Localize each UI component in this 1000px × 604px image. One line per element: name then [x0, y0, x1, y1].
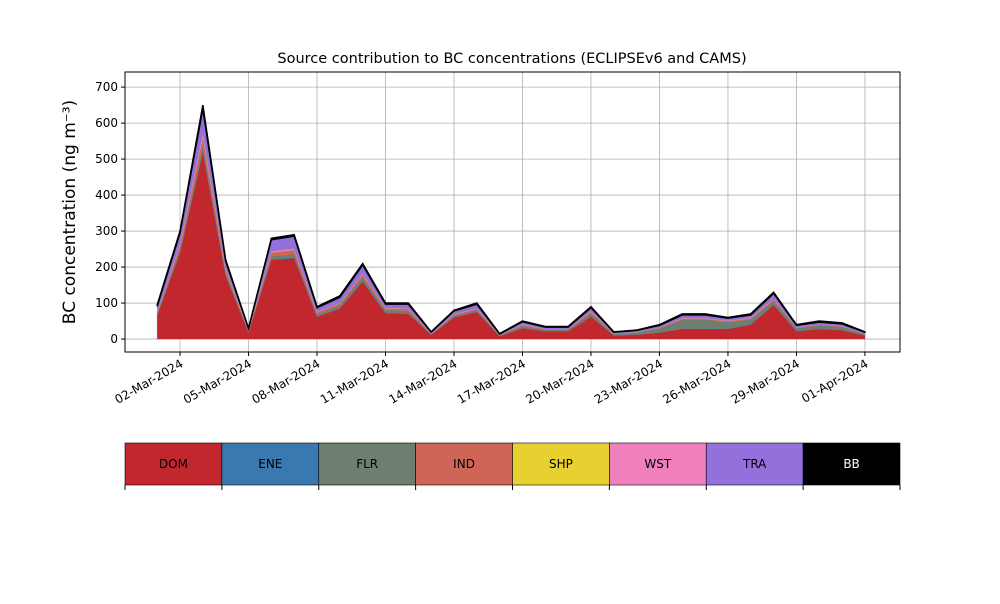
legend-label: FLR	[356, 457, 378, 471]
x-tick-label: 11-Mar-2024	[318, 356, 391, 406]
areas	[156, 104, 866, 340]
legend-swatch	[802, 442, 901, 486]
legend-label: ENE	[258, 457, 282, 471]
area	[156, 104, 866, 335]
x-tick-label: 23-Mar-2024	[592, 356, 665, 406]
x-tick-label: 08-Mar-2024	[249, 356, 322, 406]
legend-swatch	[124, 442, 223, 486]
y-tick-label: 400	[95, 188, 118, 202]
y-tick-label: 700	[95, 80, 118, 94]
y-tick-label: 200	[95, 260, 118, 274]
x-tick-label: 14-Mar-2024	[386, 356, 459, 406]
legend: DOM ENE FLR IND SHP WST TRA BB	[124, 442, 901, 490]
x-tick-label: 01-Apr-2024	[799, 356, 870, 405]
legend-label: DOM	[159, 457, 188, 471]
y-tick-label: 500	[95, 152, 118, 166]
legend-swatch	[318, 442, 416, 486]
legend-swatch	[705, 442, 804, 486]
legend-label: TRA	[742, 457, 767, 471]
y-tick-label: 300	[95, 224, 118, 238]
grid	[125, 72, 900, 352]
legend-swatch	[512, 442, 610, 486]
x-tick-label: 05-Mar-2024	[181, 356, 254, 406]
legend-label: BB	[843, 457, 859, 471]
legend-swatch	[415, 442, 513, 486]
legend-label: IND	[453, 457, 475, 471]
chart-title: Source contribution to BC concentrations…	[277, 51, 746, 67]
legend-label: WST	[644, 457, 671, 471]
x-tick-label: 02-Mar-2024	[112, 356, 185, 406]
plot-frame	[124, 71, 901, 353]
x-tick-label: 26-Mar-2024	[660, 356, 733, 406]
y-tick-label: 0	[110, 332, 118, 346]
x-tick-label: 17-Mar-2024	[455, 356, 528, 406]
x-tick-label: 20-Mar-2024	[523, 356, 596, 406]
x-tick-label: 29-Mar-2024	[729, 356, 802, 406]
legend-swatch	[609, 442, 707, 486]
y-tick-label: 100	[95, 296, 118, 310]
y-tick-label: 600	[95, 116, 118, 130]
y-axis-label: BC concentration (ng m⁻³)	[60, 100, 80, 324]
legend-label: SHP	[549, 457, 573, 471]
